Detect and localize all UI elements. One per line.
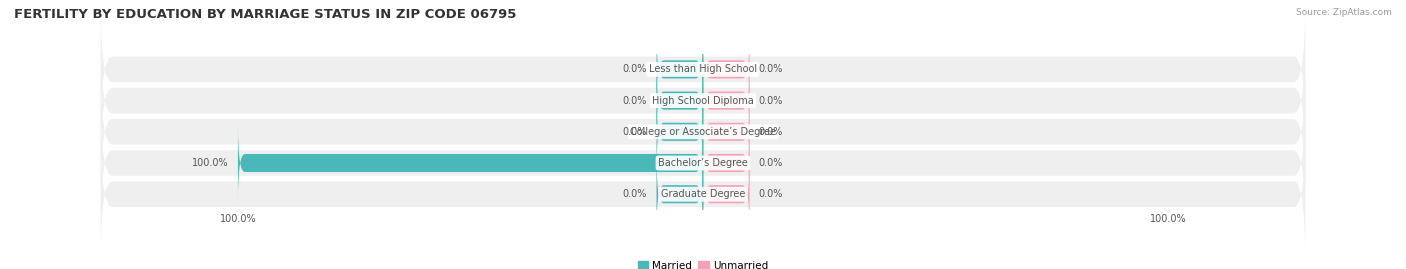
Text: Less than High School: Less than High School (650, 64, 756, 75)
FancyBboxPatch shape (657, 32, 703, 107)
Text: High School Diploma: High School Diploma (652, 95, 754, 106)
Text: 0.0%: 0.0% (623, 127, 647, 137)
FancyBboxPatch shape (101, 98, 1305, 228)
Text: 0.0%: 0.0% (623, 189, 647, 199)
Text: 0.0%: 0.0% (759, 189, 783, 199)
Text: 0.0%: 0.0% (623, 64, 647, 75)
FancyBboxPatch shape (703, 63, 749, 138)
FancyBboxPatch shape (101, 36, 1305, 166)
Text: 0.0%: 0.0% (759, 95, 783, 106)
FancyBboxPatch shape (703, 94, 749, 169)
FancyBboxPatch shape (101, 4, 1305, 134)
Text: 0.0%: 0.0% (623, 95, 647, 106)
FancyBboxPatch shape (101, 129, 1305, 259)
FancyBboxPatch shape (101, 67, 1305, 197)
FancyBboxPatch shape (238, 125, 703, 201)
FancyBboxPatch shape (657, 94, 703, 169)
Text: Graduate Degree: Graduate Degree (661, 189, 745, 199)
Text: FERTILITY BY EDUCATION BY MARRIAGE STATUS IN ZIP CODE 06795: FERTILITY BY EDUCATION BY MARRIAGE STATU… (14, 8, 516, 21)
Text: Bachelor’s Degree: Bachelor’s Degree (658, 158, 748, 168)
Text: College or Associate’s Degree: College or Associate’s Degree (630, 127, 776, 137)
FancyBboxPatch shape (657, 157, 703, 232)
Legend: Married, Unmarried: Married, Unmarried (634, 256, 772, 269)
FancyBboxPatch shape (703, 125, 749, 201)
FancyBboxPatch shape (657, 63, 703, 138)
Text: 100.0%: 100.0% (193, 158, 229, 168)
Text: 0.0%: 0.0% (759, 158, 783, 168)
Text: Source: ZipAtlas.com: Source: ZipAtlas.com (1296, 8, 1392, 17)
Text: 0.0%: 0.0% (759, 64, 783, 75)
FancyBboxPatch shape (703, 157, 749, 232)
FancyBboxPatch shape (703, 32, 749, 107)
Text: 0.0%: 0.0% (759, 127, 783, 137)
